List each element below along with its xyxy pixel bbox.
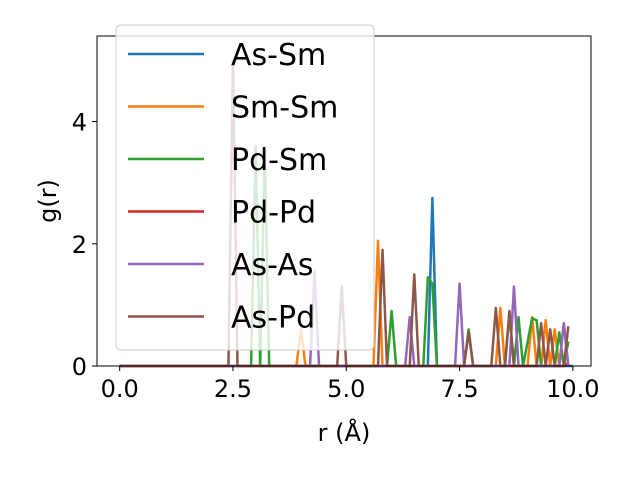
legend-label: As-Pd <box>231 301 315 336</box>
y-axis-label: g(r) <box>34 179 62 223</box>
y-tick-label: 4 <box>72 109 87 137</box>
legend-label: Pd-Pd <box>231 196 316 231</box>
legend: As-Sm Sm-Sm Pd-Sm Pd-Pd As-As As-Pd <box>115 24 375 351</box>
legend-label: Sm-Sm <box>231 91 338 126</box>
y-tick-label: 2 <box>72 231 87 259</box>
x-ticks: 0.0 2.5 5.0 7.5 10.0 <box>101 366 600 403</box>
x-tick-label: 0.0 <box>101 375 139 403</box>
x-tick-label: 5.0 <box>327 375 365 403</box>
x-tick-label: 7.5 <box>440 375 478 403</box>
x-axis-label: r (Å) <box>318 418 371 447</box>
x-tick-label: 2.5 <box>214 375 252 403</box>
y-ticks: 0 2 4 <box>72 109 97 381</box>
legend-label: As-Sm <box>231 38 326 73</box>
y-tick-label: 0 <box>72 353 87 381</box>
legend-label: Pd-Sm <box>231 143 327 178</box>
legend-label: As-As <box>231 248 313 283</box>
x-tick-label: 10.0 <box>546 375 599 403</box>
